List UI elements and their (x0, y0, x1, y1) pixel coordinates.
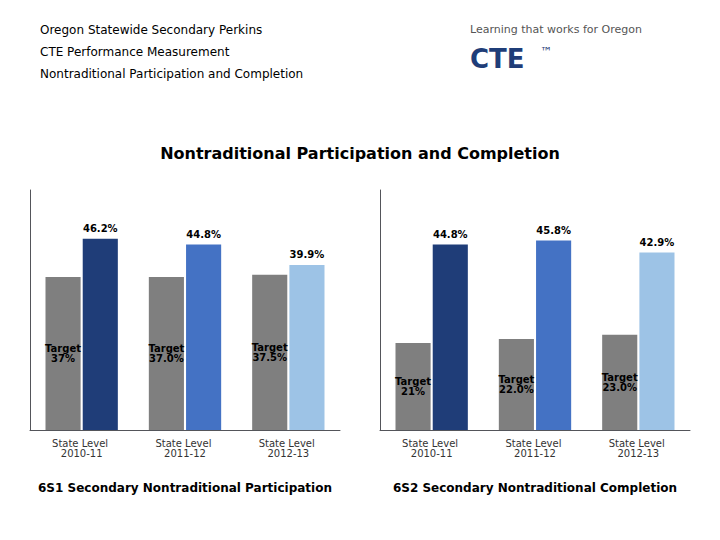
svg-text:™: ™ (540, 45, 552, 59)
svg-text:Learning that works for Oregon: Learning that works for Oregon (470, 23, 642, 36)
svg-text:37.0%: 37.0% (149, 353, 184, 364)
svg-text:2010-11: 2010-11 (61, 448, 103, 459)
svg-text:44.8%: 44.8% (186, 229, 221, 240)
svg-text:State Level: State Level (258, 437, 318, 449)
svg-text:CTE: CTE (470, 44, 525, 74)
svg-text:State Level: State Level (52, 437, 112, 449)
svg-text:Target: Target (148, 342, 185, 354)
svg-text:Target: Target (601, 371, 638, 383)
svg-text:State Level: State Level (505, 437, 565, 449)
svg-text:2011-12: 2011-12 (514, 448, 556, 459)
svg-text:Target: Target (45, 342, 81, 354)
svg-text:State Level: State Level (155, 437, 215, 449)
svg-text:22.0%: 22.0% (499, 384, 534, 395)
svg-text:6S1 Secondary Nontraditional P: 6S1 Secondary Nontraditional Participati… (38, 481, 332, 495)
svg-text:42.9%: 42.9% (640, 237, 675, 248)
svg-text:21%: 21% (401, 386, 425, 397)
svg-text:39.9%: 39.9% (290, 249, 325, 260)
svg-text:Target: Target (498, 374, 535, 385)
svg-text:2011-12: 2011-12 (164, 448, 206, 459)
svg-text:37.5%: 37.5% (252, 352, 287, 363)
svg-text:2012-13: 2012-13 (267, 448, 309, 459)
svg-text:6S2 Secondary Nontraditional C: 6S2 Secondary Nontraditional Completion (393, 481, 677, 495)
svg-text:CTE Performance Measurement: CTE Performance Measurement (40, 45, 230, 59)
svg-text:Nontraditional Participation a: Nontraditional Participation and Complet… (160, 144, 560, 163)
svg-text:Nontraditional Participation a: Nontraditional Participation and Complet… (40, 67, 303, 81)
svg-text:45.8%: 45.8% (536, 225, 571, 236)
svg-text:Oregon Statewide Secondary Per: Oregon Statewide Secondary Perkins (40, 23, 262, 37)
svg-text:Target: Target (395, 376, 431, 388)
svg-text:Target: Target (251, 341, 288, 353)
svg-text:44.8%: 44.8% (433, 229, 468, 240)
svg-text:37%: 37% (51, 353, 75, 364)
svg-text:2012-13: 2012-13 (617, 448, 659, 459)
svg-text:State Level: State Level (608, 437, 668, 449)
svg-text:46.2%: 46.2% (83, 223, 118, 234)
svg-text:State Level: State Level (402, 437, 462, 449)
svg-text:2010-11: 2010-11 (411, 448, 453, 459)
svg-text:23.0%: 23.0% (602, 382, 637, 393)
